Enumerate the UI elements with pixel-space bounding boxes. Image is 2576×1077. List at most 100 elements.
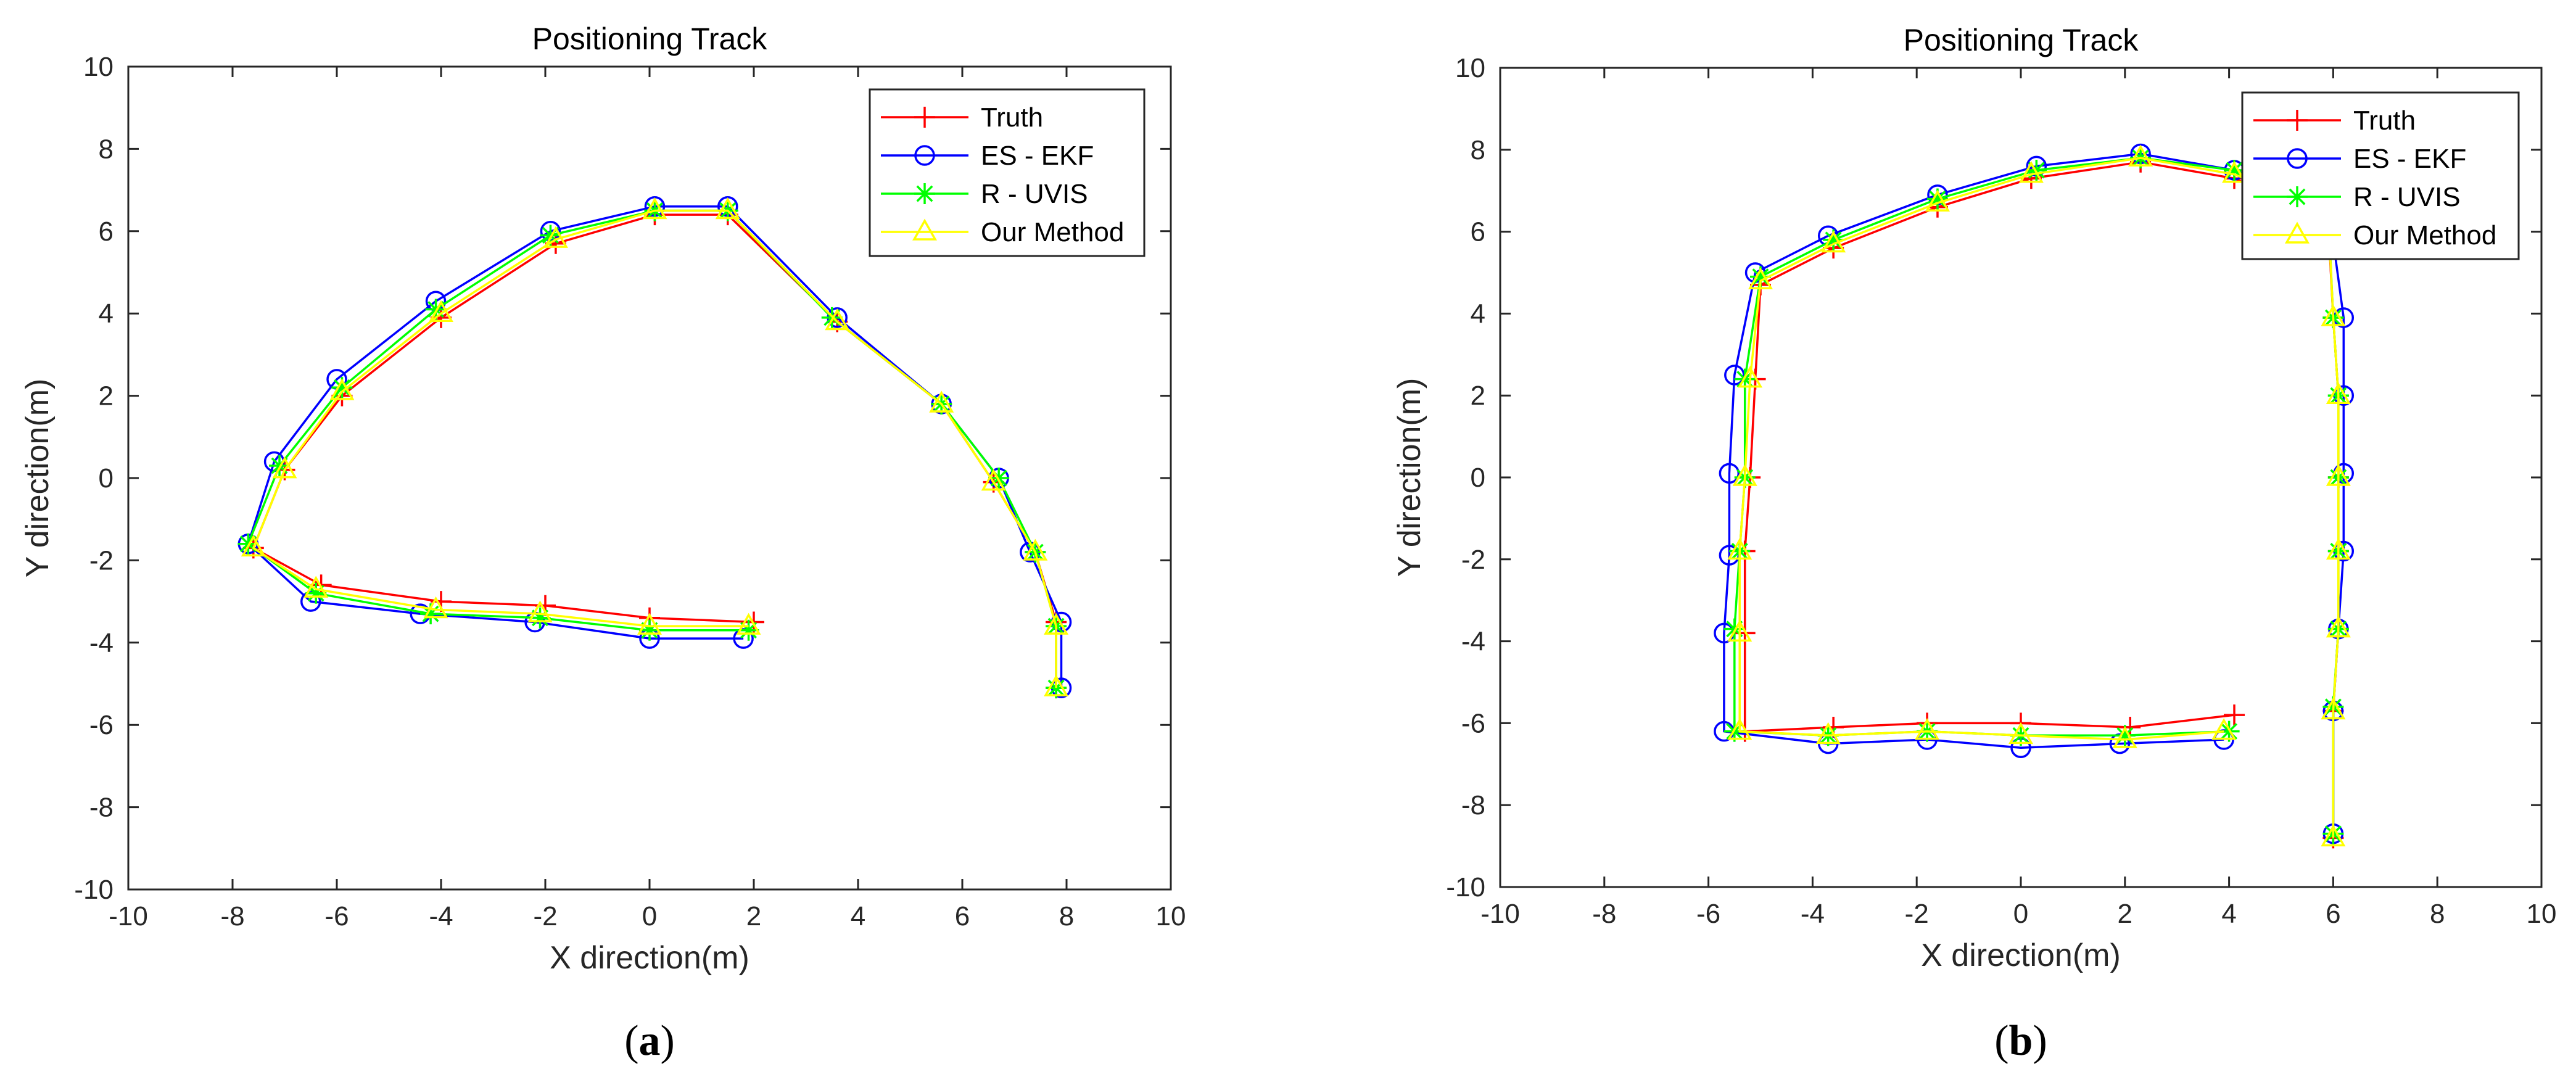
data-point xyxy=(2112,726,2137,748)
legend-swatch-marker xyxy=(2287,186,2308,207)
legend-label: Truth xyxy=(2353,105,2416,136)
y-tick-label: 6 xyxy=(99,217,114,247)
data-point xyxy=(642,197,667,220)
data-point xyxy=(2224,160,2245,181)
panel-label-letter: b xyxy=(2009,1017,2033,1065)
x-tick-label: -2 xyxy=(533,901,557,931)
data-point xyxy=(2018,161,2044,183)
data-point xyxy=(1732,464,1757,486)
data-point xyxy=(527,600,553,622)
data-point xyxy=(305,582,327,604)
data-point xyxy=(425,299,447,320)
legend: Truth ES - EKF R - UVIS Our Method xyxy=(869,88,1146,257)
y-tick-label: -2 xyxy=(89,545,114,576)
y-tick-label: 4 xyxy=(99,299,114,329)
x-axis-label: X direction(m) xyxy=(550,940,749,976)
y-tick-label: 6 xyxy=(1471,217,1485,247)
data-point xyxy=(639,619,660,641)
y-tick-label: -8 xyxy=(1461,790,1485,820)
data-point xyxy=(1926,188,1948,210)
y-tick-label: 8 xyxy=(99,134,114,164)
legend-label: R - UVIS xyxy=(981,179,1088,209)
data-point xyxy=(1823,229,1844,250)
y-axis-label: Y direction(m) xyxy=(1392,378,1427,577)
series-line xyxy=(1738,157,2340,838)
series-our-method xyxy=(241,197,1069,696)
x-tick-label: -4 xyxy=(429,901,453,931)
data-point xyxy=(2114,725,2136,746)
data-point xyxy=(329,378,355,400)
legend-swatch-marker xyxy=(2284,221,2310,244)
panel-label: (a) xyxy=(624,1017,675,1065)
x-tick-label: 0 xyxy=(642,901,657,931)
data-point xyxy=(1719,463,1740,484)
data-point xyxy=(1925,189,1950,212)
x-tick-label: 10 xyxy=(1156,901,1186,931)
x-tick-label: 10 xyxy=(2527,899,2557,929)
data-point xyxy=(1724,365,1745,386)
series-line xyxy=(252,209,1057,688)
data-point xyxy=(1727,537,1752,560)
data-point xyxy=(2008,722,2034,745)
data-point xyxy=(428,300,454,322)
data-point xyxy=(1748,267,1773,290)
x-tick-label: -2 xyxy=(1905,899,1929,929)
x-tick-label: 4 xyxy=(851,901,865,931)
panel-label-close: ) xyxy=(661,1017,675,1065)
data-point xyxy=(1750,266,1771,287)
data-point xyxy=(738,619,759,641)
data-point xyxy=(2211,718,2237,740)
panel-label-close: ) xyxy=(2033,1017,2047,1065)
data-point xyxy=(1815,722,1841,745)
data-point xyxy=(2321,304,2346,326)
data-point xyxy=(1023,538,1048,561)
y-tick-label: -2 xyxy=(1461,545,1485,575)
legend-label: ES - EKF xyxy=(981,141,1094,171)
data-point xyxy=(237,533,259,555)
x-tick-label: 6 xyxy=(955,901,970,931)
data-point xyxy=(2222,161,2247,183)
data-point xyxy=(929,390,954,413)
data-point xyxy=(310,574,332,596)
data-point xyxy=(1044,613,1069,635)
data-point xyxy=(715,197,740,220)
data-point xyxy=(431,307,452,328)
y-axis-label: Y direction(m) xyxy=(20,379,56,578)
data-point xyxy=(981,469,1006,491)
data-point xyxy=(1738,366,1763,388)
data-point xyxy=(2224,704,2245,726)
x-tick-label: 0 xyxy=(2013,899,2028,929)
x-tick-label: 6 xyxy=(2326,899,2340,929)
legend-label: ES - EKF xyxy=(2353,144,2466,174)
y-tick-label: 10 xyxy=(83,52,114,82)
data-point xyxy=(743,611,764,633)
y-tick-label: -4 xyxy=(1461,627,1485,657)
panel-label-letter: a xyxy=(639,1017,661,1065)
y-tick-label: -6 xyxy=(89,710,114,740)
legend: Truth ES - EKF R - UVIS Our Method xyxy=(2241,91,2520,260)
y-tick-label: 2 xyxy=(1471,381,1485,411)
panel-label: (b) xyxy=(1994,1017,2047,1065)
data-point xyxy=(988,468,1010,489)
legend-swatch-marker xyxy=(912,218,938,241)
legend-label: R - UVIS xyxy=(2353,182,2461,212)
chart-title: Positioning Track xyxy=(532,22,768,56)
data-point xyxy=(420,603,442,625)
x-tick-label: -8 xyxy=(220,901,244,931)
x-tick-label: -6 xyxy=(324,901,349,931)
data-point xyxy=(637,613,663,635)
data-point xyxy=(1821,230,1846,253)
data-point xyxy=(2326,464,2351,486)
legend-swatch-marker xyxy=(914,145,935,166)
series-line xyxy=(1723,152,2345,834)
panel-label-open: ( xyxy=(1994,1017,2008,1065)
data-point xyxy=(331,377,353,398)
data-point xyxy=(2326,382,2351,404)
legend-label: Our Method xyxy=(2353,220,2496,250)
y-tick-label: -10 xyxy=(1446,872,1485,902)
data-point xyxy=(423,596,448,619)
x-tick-label: -10 xyxy=(1480,899,1520,929)
data-point xyxy=(736,613,761,635)
data-point xyxy=(1915,718,1940,740)
